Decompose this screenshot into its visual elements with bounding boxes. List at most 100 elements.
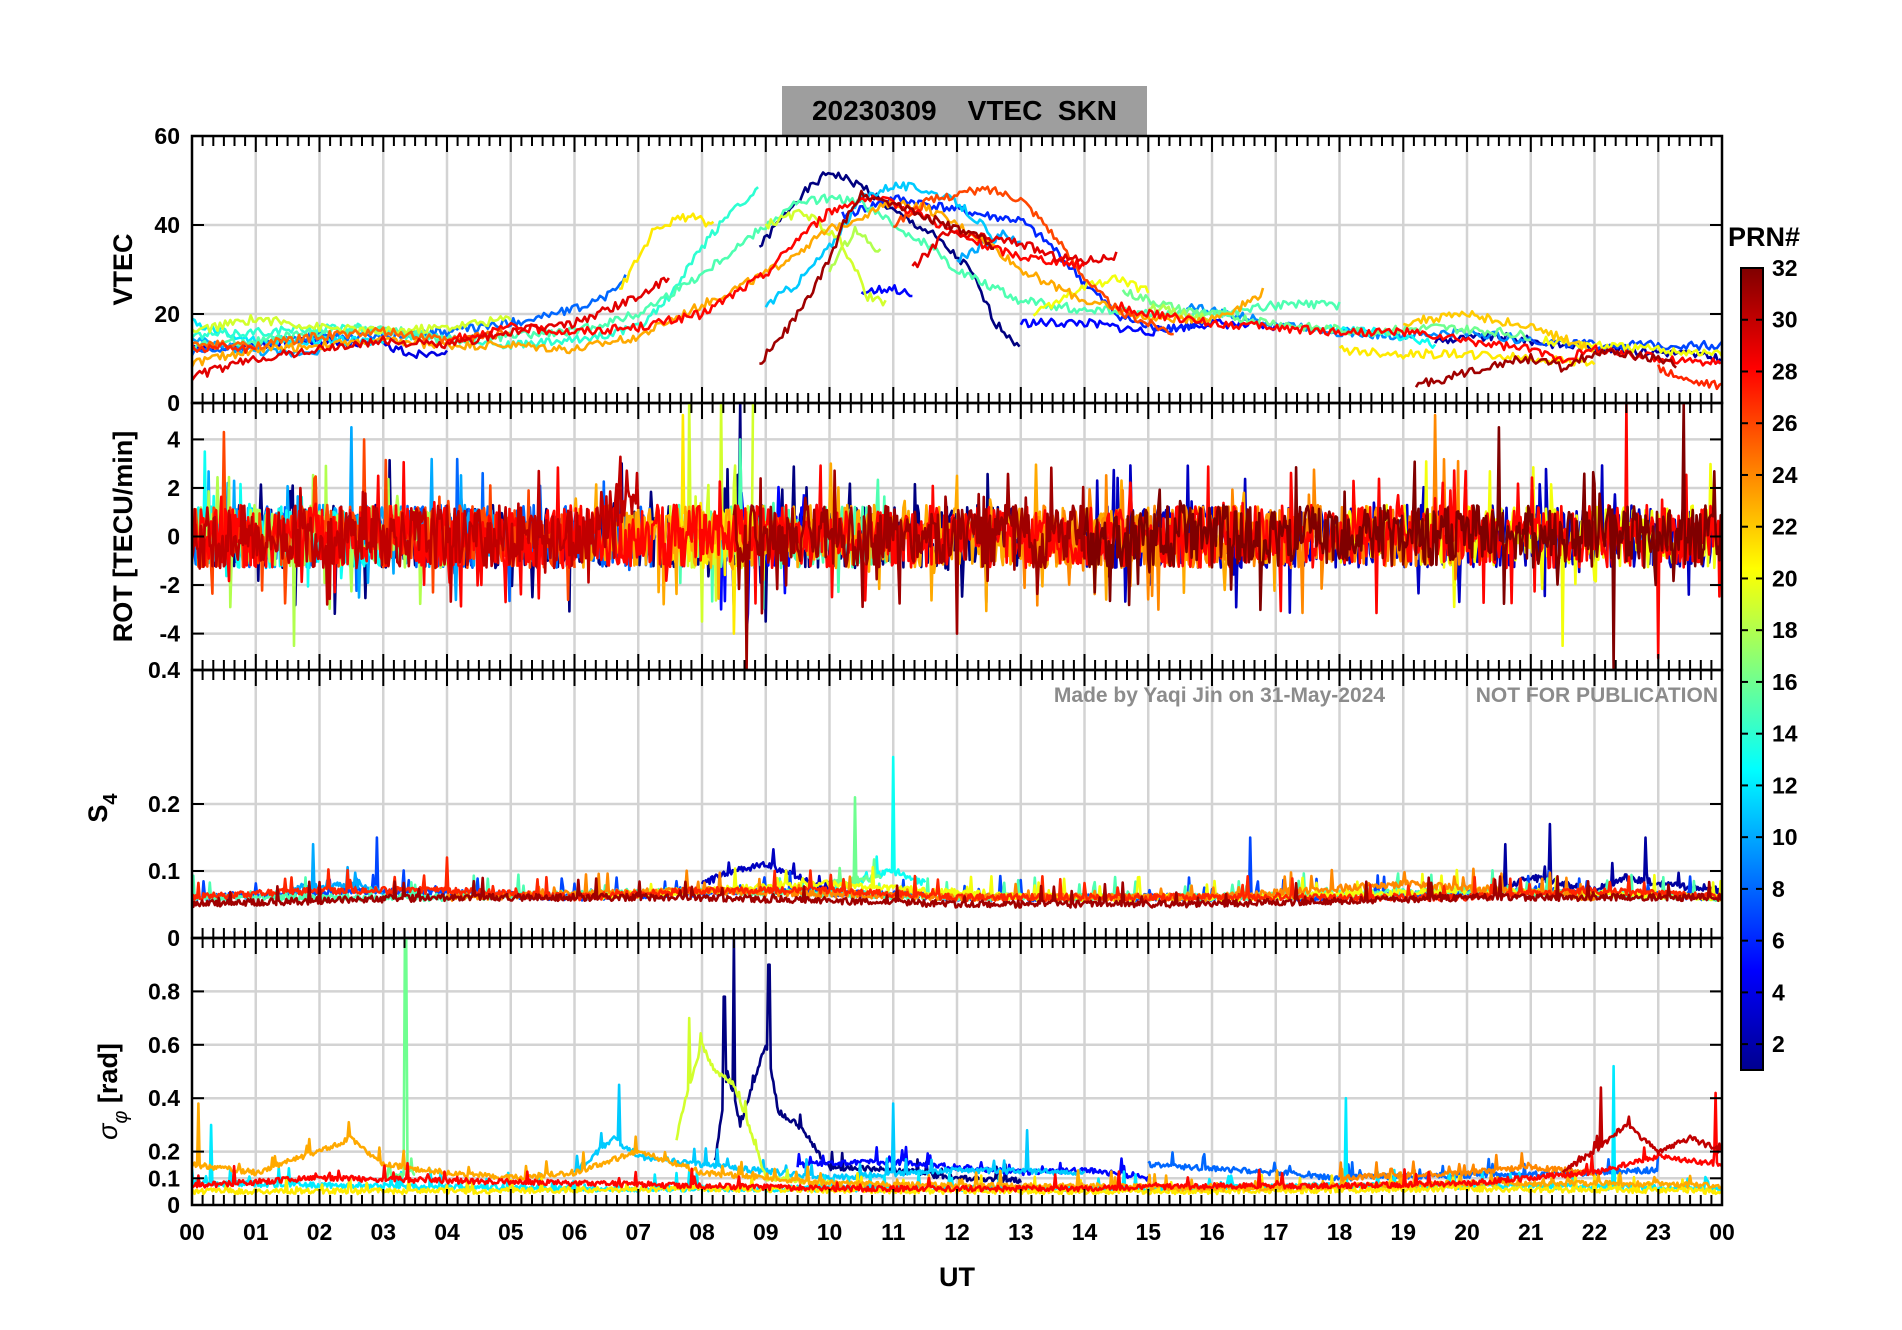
series-prn-26 bbox=[892, 185, 1174, 336]
series-prn-31 bbox=[1414, 348, 1678, 388]
x-tick-label: 06 bbox=[562, 1219, 588, 1245]
panel-rot: -4 -2 0 2 4 ROT [TECU/min] bbox=[108, 401, 1724, 672]
series-prn-18 bbox=[828, 225, 882, 273]
colorbar-tick-label: 18 bbox=[1772, 617, 1798, 643]
x-ticks bbox=[191, 670, 1723, 938]
y-tick-label: 0.8 bbox=[148, 978, 180, 1004]
title-quantity: VTEC bbox=[967, 95, 1043, 126]
colorbar-tick-label: 6 bbox=[1772, 928, 1785, 954]
x-tick-labels: 00 01 02 03 04 05 06 07 08 09 10 11 12 13 14 15 16 17 18 19… bbox=[179, 1219, 1735, 1245]
series-prn-27 bbox=[192, 341, 256, 354]
x-tick-label: 11 bbox=[881, 1219, 906, 1245]
colorbar-tick-label: 32 bbox=[1772, 255, 1798, 281]
series-prn-29 bbox=[911, 229, 1118, 269]
series-prn-10 bbox=[286, 842, 384, 895]
title-date: 20230309 bbox=[811, 95, 937, 126]
y-axis-label-sigphi: σφ [rad] bbox=[93, 1043, 132, 1140]
series-prn-22 bbox=[1402, 310, 1596, 353]
series-group bbox=[192, 403, 1722, 670]
y-tick-label: 0 bbox=[167, 925, 180, 951]
colorbar-tick-label: 26 bbox=[1772, 410, 1798, 436]
series-prn-5 bbox=[860, 284, 913, 298]
colorbar-gradient bbox=[1740, 267, 1764, 1071]
series-prn-13 bbox=[828, 755, 927, 895]
x-axis-label: UT bbox=[939, 1262, 975, 1292]
x-tick-label: 17 bbox=[1263, 1219, 1289, 1245]
y-tick-label: 0 bbox=[167, 390, 180, 416]
x-tick-label: 08 bbox=[689, 1219, 715, 1245]
colorbar-tick-label: 4 bbox=[1772, 979, 1785, 1005]
series-prn-14 bbox=[192, 186, 759, 350]
series-prn-30 bbox=[1561, 1086, 1722, 1173]
colorbar-tick-label: 16 bbox=[1772, 669, 1798, 695]
x-tick-label: 19 bbox=[1390, 1219, 1416, 1245]
x-tick-label: 04 bbox=[434, 1219, 460, 1245]
x-tick-label: 16 bbox=[1199, 1219, 1225, 1245]
series-group bbox=[192, 171, 1722, 391]
y-tick-label: 0.2 bbox=[148, 1139, 180, 1165]
series-prn-32 bbox=[1083, 403, 1722, 670]
x-tick-label: 00 bbox=[1709, 1219, 1735, 1245]
series-prn-29 bbox=[192, 276, 670, 382]
y-tick-label: 0.1 bbox=[148, 858, 180, 884]
x-tick-label: 05 bbox=[498, 1219, 524, 1245]
y-tick-label: 0.4 bbox=[148, 1085, 180, 1111]
x-tick-label: 02 bbox=[307, 1219, 333, 1245]
series-prn-18 bbox=[1148, 303, 1214, 324]
series-prn-1 bbox=[758, 171, 1021, 348]
title-station: SKN bbox=[1057, 95, 1118, 126]
x-tick-label: 14 bbox=[1072, 1219, 1098, 1245]
y-tick-label: 20 bbox=[154, 301, 180, 327]
y-axis-label-rot: ROT [TECU/min] bbox=[108, 431, 138, 642]
series-prn-27 bbox=[1657, 364, 1722, 391]
y-tick-label: 0 bbox=[167, 1192, 180, 1218]
series-prn-24 bbox=[1338, 1152, 1596, 1182]
series-prn-16 bbox=[1121, 288, 1532, 342]
colorbar-tick-label: 2 bbox=[1772, 1031, 1785, 1057]
x-tick-label: 18 bbox=[1327, 1219, 1353, 1245]
y-tick-label: 2 bbox=[167, 475, 180, 501]
panel-vtec: 0 20 40 60 VTEC bbox=[108, 123, 1724, 416]
y-tick-label: 40 bbox=[154, 212, 180, 238]
colorbar-tick-label: 12 bbox=[1772, 772, 1798, 798]
x-ticks bbox=[191, 136, 1723, 403]
y-tick-label: 0.6 bbox=[148, 1032, 180, 1058]
series-prn-31 bbox=[759, 189, 995, 365]
series-prn-21 bbox=[619, 212, 715, 290]
colorbar-tick-label: 22 bbox=[1772, 514, 1798, 540]
y-tick-label: -2 bbox=[160, 572, 180, 598]
series-prn-31 bbox=[732, 466, 1086, 670]
figure-title: 20230309 VTEC SKN bbox=[782, 86, 1147, 136]
series-prn-5 bbox=[1019, 317, 1277, 337]
y-tick-label: 0.1 bbox=[148, 1165, 180, 1191]
y-axis-label-vtec: VTEC bbox=[108, 233, 138, 305]
series-prn-31 bbox=[192, 875, 1722, 909]
series-prn-20 bbox=[1032, 274, 1150, 317]
watermark-notice: NOT FOR PUBLICATION bbox=[1476, 684, 1718, 707]
series-prn-16 bbox=[382, 938, 416, 1181]
series-prn-30 bbox=[192, 455, 640, 606]
panel-sigphi: 00.10.2 0.4 0.6 0.8 σφ [rad] bbox=[93, 936, 1724, 1218]
x-tick-label: 07 bbox=[625, 1219, 651, 1245]
y-tick-label: -4 bbox=[160, 621, 181, 647]
series-prn-1 bbox=[713, 938, 1022, 1184]
series-group bbox=[192, 755, 1722, 909]
y-tick-label: 0 bbox=[167, 524, 180, 550]
y-tick-label: 0.4 bbox=[148, 657, 180, 683]
x-tick-label: 01 bbox=[243, 1219, 269, 1245]
y-axis-label-s4: S4 bbox=[83, 793, 122, 823]
x-tick-label: 09 bbox=[753, 1219, 779, 1245]
y-tick-label: 4 bbox=[167, 426, 180, 452]
series-prn-6 bbox=[841, 194, 1213, 333]
x-tick-label: 15 bbox=[1135, 1219, 1161, 1245]
colorbar-tick-label: 10 bbox=[1772, 824, 1798, 850]
series-prn-28 bbox=[1115, 301, 1722, 367]
colorbar-label: PRN# bbox=[1728, 222, 1800, 252]
colorbar-tick-label: 24 bbox=[1772, 462, 1798, 488]
x-ticks bbox=[191, 403, 1723, 670]
colorbar-tick-label: 28 bbox=[1772, 358, 1798, 384]
series-prn-19 bbox=[192, 314, 512, 336]
x-ticks bbox=[191, 938, 1723, 1205]
x-tick-label: 10 bbox=[817, 1219, 843, 1245]
